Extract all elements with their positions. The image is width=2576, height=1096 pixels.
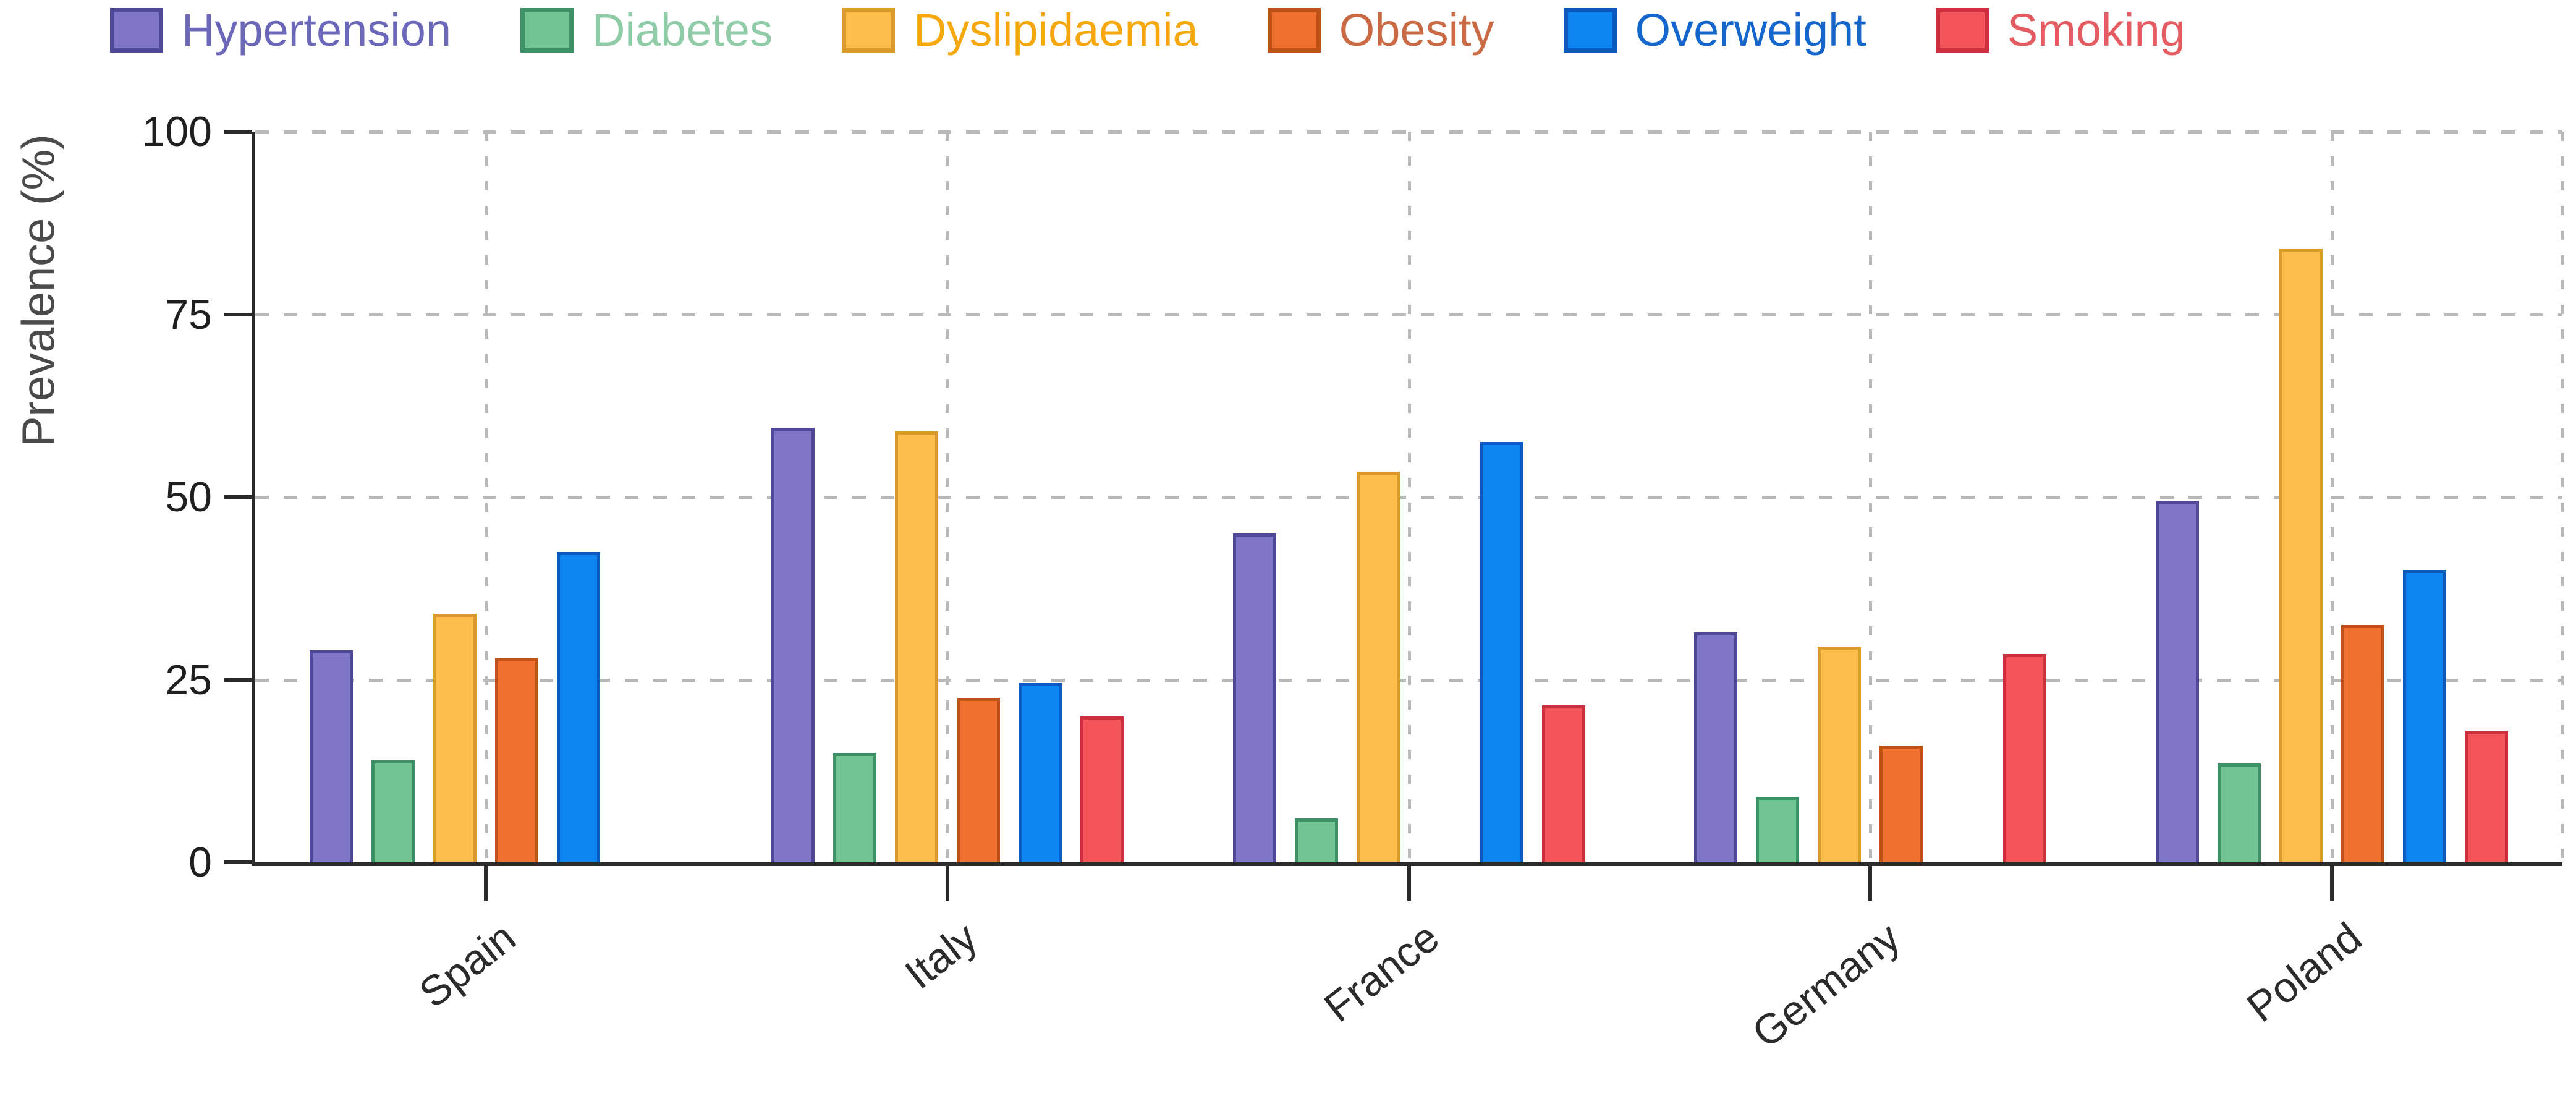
x-axis-line <box>252 862 2562 866</box>
x-tick-label-germany: Germany <box>1743 913 1909 1057</box>
bar-italy-overweight <box>1018 683 1062 862</box>
gridline-v-germany <box>1869 132 1873 862</box>
bar-poland-dyslipidaemia <box>2279 249 2323 862</box>
y-tick-100 <box>224 130 252 134</box>
bar-germany-obesity <box>1879 746 1923 862</box>
y-tick-25 <box>224 678 252 682</box>
bar-poland-smoking <box>2464 731 2508 862</box>
x-tick-germany <box>1868 866 1873 901</box>
bar-italy-obesity <box>956 698 1000 862</box>
bar-poland-overweight <box>2402 570 2446 862</box>
legend-label-hypertension: Hypertension <box>182 4 452 56</box>
bar-poland-diabetes <box>2217 763 2261 862</box>
y-tick-0 <box>224 860 252 864</box>
bar-spain-hypertension <box>310 650 354 862</box>
legend-label-overweight: Overweight <box>1635 4 1866 56</box>
bar-france-hypertension <box>1232 533 1276 862</box>
legend-item-diabetes: Diabetes <box>520 7 773 53</box>
bar-italy-diabetes <box>833 753 876 862</box>
x-tick-france <box>1407 866 1411 901</box>
legend-swatch-obesity <box>1267 8 1321 53</box>
bar-france-dyslipidaemia <box>1356 472 1400 862</box>
bar-france-smoking <box>1541 705 1585 862</box>
legend-swatch-smoking <box>1935 8 1989 53</box>
legend-label-diabetes: Diabetes <box>592 4 773 56</box>
y-tick-label-50: 50 <box>165 474 212 520</box>
legend-label-obesity: Obesity <box>1339 4 1494 56</box>
y-tick-75 <box>224 312 252 316</box>
chart-legend: Hypertension Diabetes Dyslipidaemia Obesity… <box>110 7 2185 53</box>
bar-germany-smoking <box>2003 654 2047 862</box>
bar-poland-obesity <box>2341 625 2384 862</box>
bar-germany-dyslipidaemia <box>1818 647 1862 862</box>
legend-swatch-overweight <box>1563 8 1617 53</box>
legend-label-smoking: Smoking <box>2007 4 2185 56</box>
x-tick-label-spain: Spain <box>410 913 525 1017</box>
y-axis-label: Prevalence (%) <box>12 134 64 447</box>
bar-france-diabetes <box>1294 818 1338 862</box>
x-tick-label-poland: Poland <box>2238 913 2371 1032</box>
bar-spain-diabetes <box>371 760 415 862</box>
bar-poland-hypertension <box>2155 501 2199 862</box>
legend-item-hypertension: Hypertension <box>110 7 451 53</box>
legend-swatch-diabetes <box>520 8 574 53</box>
legend-label-dyslipidaemia: Dyslipidaemia <box>913 4 1198 56</box>
x-tick-spain <box>484 866 488 901</box>
bar-italy-smoking <box>1080 716 1124 862</box>
bar-spain-dyslipidaemia <box>433 614 477 862</box>
gridline-v-france <box>1407 132 1411 862</box>
y-axis-line <box>252 132 255 866</box>
bar-italy-hypertension <box>771 428 815 862</box>
bar-italy-dyslipidaemia <box>894 431 938 862</box>
gridline-v-poland <box>2330 132 2334 862</box>
x-tick-poland <box>2329 866 2334 901</box>
x-tick-italy <box>945 866 949 901</box>
legend-item-dyslipidaemia: Dyslipidaemia <box>842 7 1198 53</box>
legend-item-overweight: Overweight <box>1563 4 1866 56</box>
legend-swatch-hypertension <box>110 8 163 53</box>
x-tick-label-italy: Italy <box>896 913 986 998</box>
legend-item-smoking: Smoking <box>1935 4 2185 56</box>
y-tick-50 <box>224 495 252 499</box>
x-tick-label-france: France <box>1315 913 1447 1032</box>
y-tick-label-75: 75 <box>165 291 212 338</box>
y-tick-label-100: 100 <box>142 108 212 155</box>
bar-france-overweight <box>1480 442 1523 862</box>
legend-item-obesity: Obesity <box>1267 4 1494 56</box>
gridline-v-spain <box>485 132 488 862</box>
bar-germany-diabetes <box>1756 797 1800 862</box>
legend-swatch-dyslipidaemia <box>842 8 896 53</box>
bar-spain-obesity <box>495 658 539 862</box>
gridline-v-italy <box>946 132 949 862</box>
y-tick-label-0: 0 <box>189 839 212 886</box>
y-tick-label-25: 25 <box>165 656 212 703</box>
gridline-v-right-edge <box>2561 132 2564 862</box>
bar-spain-overweight <box>557 552 601 862</box>
bar-germany-hypertension <box>1694 632 1738 862</box>
